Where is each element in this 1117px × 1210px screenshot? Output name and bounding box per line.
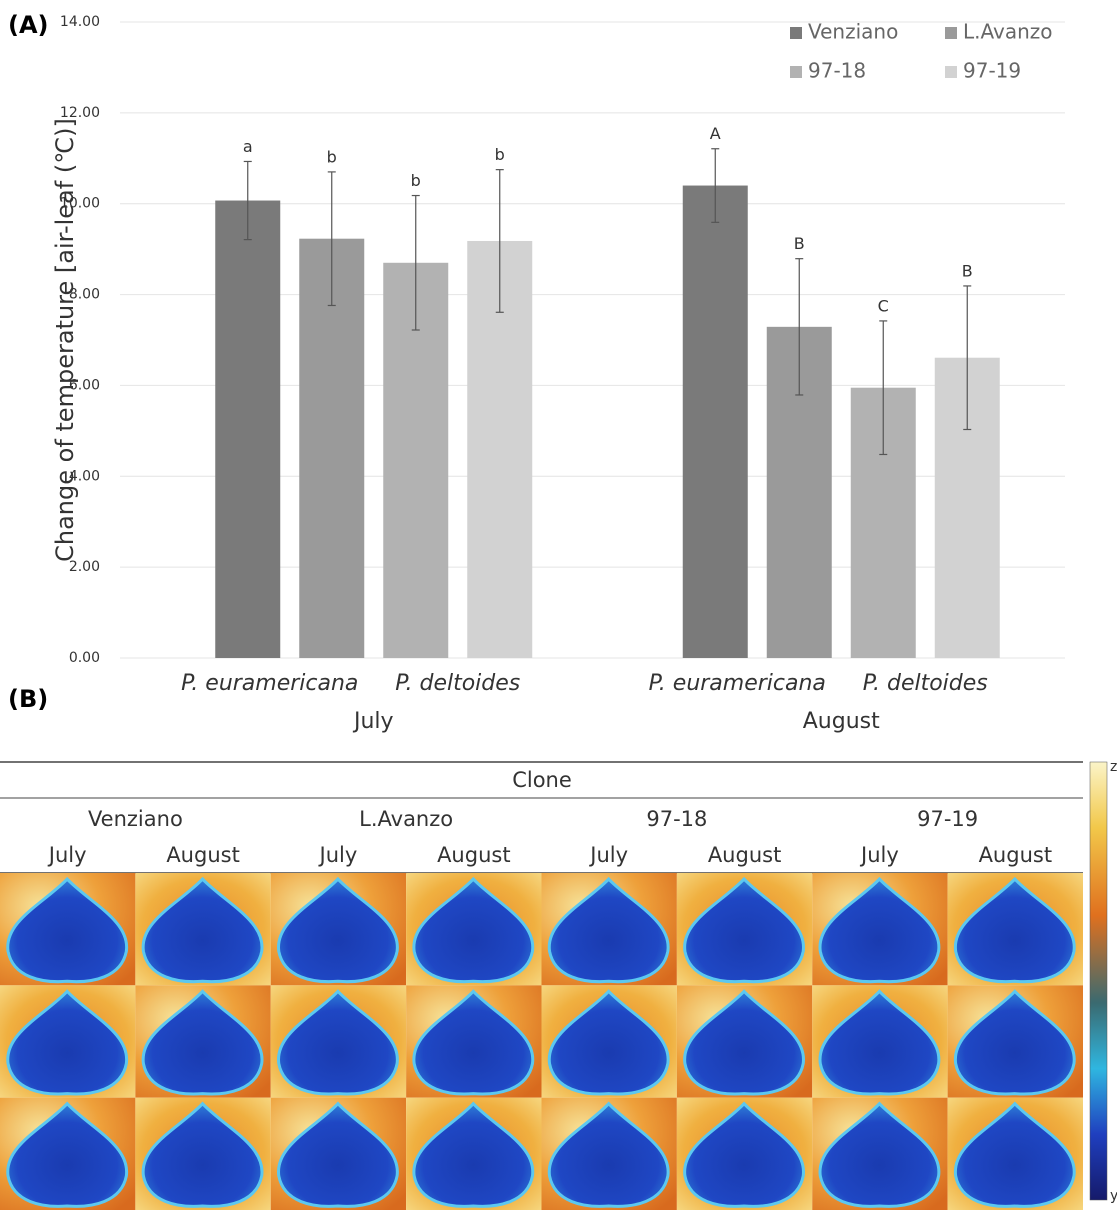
legend-label: L.Avanzo: [963, 20, 1053, 44]
legend-label: 97-18: [808, 59, 866, 83]
clone-name: 97-19: [917, 807, 978, 831]
month-label: July: [47, 843, 87, 867]
error-bar: [495, 169, 504, 313]
y-tick-label: 8.00: [69, 287, 100, 303]
error-bar: [327, 171, 336, 307]
month-label: July: [588, 843, 628, 867]
colorbar: [1089, 761, 1108, 1201]
error-bar: [243, 160, 252, 241]
significance-label: B: [794, 234, 805, 253]
x-subcategory-label: P. euramericana: [649, 671, 826, 696]
bar: [215, 200, 281, 658]
legend-swatch: [945, 66, 957, 78]
panel-label: (B): [8, 685, 48, 713]
clone-name: L.Avanzo: [359, 807, 453, 831]
x-subcategory-label: P. deltoides: [395, 671, 520, 696]
bar-chart: 0.00 2.00 4.00 6.00 8.00 10.00 12.00 14.00 Chang…: [51, 14, 1065, 734]
y-tick-label: 6.00: [69, 377, 100, 393]
clone-name: Venziano: [88, 807, 183, 831]
legend-swatch: [790, 66, 802, 78]
clone-name: 97-18: [646, 807, 707, 831]
y-axis-label: Change of temperature [air-leaf (℃)]: [51, 118, 79, 562]
month-label: August: [708, 843, 782, 867]
month-label: August: [166, 843, 240, 867]
error-bar: [879, 320, 888, 456]
legend-label: 97-19: [963, 59, 1021, 83]
significance-label: b: [411, 171, 421, 190]
y-tick-label: 12.00: [60, 105, 100, 121]
significance-label: A: [710, 124, 721, 143]
y-tick-label: 4.00: [69, 468, 100, 484]
month-label: August: [979, 843, 1053, 867]
month-label: July: [859, 843, 899, 867]
legend-swatch: [790, 27, 802, 39]
x-subcategory-label: P. euramericana: [181, 671, 358, 696]
bar: [299, 238, 365, 659]
y-tick-label: 10.00: [60, 196, 100, 212]
significance-label: b: [495, 145, 505, 164]
panel-label: (A): [8, 11, 49, 39]
month-label: August: [437, 843, 511, 867]
x-category-label: August: [803, 709, 880, 734]
bar: [682, 185, 748, 659]
significance-label: a: [243, 137, 253, 156]
month-label: July: [318, 843, 358, 867]
significance-label: C: [878, 296, 889, 315]
x-category-label: July: [352, 709, 394, 734]
y-tick-label: 14.00: [60, 14, 100, 30]
error-bar: [711, 148, 720, 223]
colorbar-label: z: [1110, 759, 1117, 775]
y-tick-label: 0.00: [69, 650, 100, 666]
legend-label: Venziano: [808, 20, 898, 44]
significance-label: b: [327, 147, 337, 166]
legend-swatch: [945, 27, 957, 39]
table-header: Clone: [512, 768, 572, 792]
x-subcategory-label: P. deltoides: [863, 671, 988, 696]
colorbar-label: y: [1110, 1188, 1117, 1204]
significance-label: B: [962, 261, 973, 280]
y-tick-label: 2.00: [69, 559, 100, 575]
error-bar: [963, 285, 972, 431]
error-bar: [795, 258, 804, 396]
error-bar: [411, 194, 420, 331]
